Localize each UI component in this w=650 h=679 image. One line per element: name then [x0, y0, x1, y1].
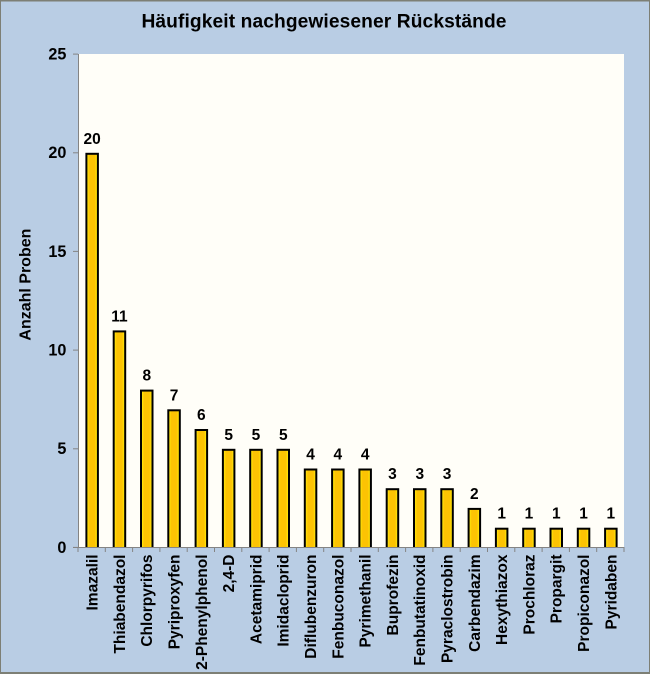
- svg-text:Pyridaben: Pyridaben: [603, 555, 620, 630]
- svg-text:Diflubenzuron: Diflubenzuron: [303, 555, 320, 659]
- svg-text:7: 7: [170, 387, 179, 404]
- svg-text:Pyraclostrobin: Pyraclostrobin: [439, 555, 456, 664]
- svg-text:Carbendazim: Carbendazim: [467, 555, 484, 652]
- svg-text:1: 1: [607, 506, 616, 523]
- svg-text:Propargit: Propargit: [549, 555, 566, 624]
- svg-text:20: 20: [84, 131, 101, 148]
- svg-text:4: 4: [334, 447, 343, 464]
- svg-text:15: 15: [48, 243, 66, 261]
- svg-text:Propiconazol: Propiconazol: [576, 555, 593, 652]
- svg-text:Imidacloprid: Imidacloprid: [276, 555, 293, 647]
- svg-text:4: 4: [361, 447, 370, 464]
- svg-text:Thiabendazol: Thiabendazol: [112, 555, 129, 654]
- svg-text:5: 5: [252, 427, 261, 444]
- svg-text:2,4-D: 2,4-D: [221, 555, 238, 593]
- svg-text:1: 1: [579, 506, 588, 523]
- svg-text:0: 0: [57, 539, 66, 557]
- svg-text:1: 1: [525, 506, 534, 523]
- svg-text:Häufigkeit nachgewiesener Rück: Häufigkeit nachgewiesener Rückstände: [141, 12, 506, 33]
- svg-text:5: 5: [279, 427, 288, 444]
- svg-text:Buprofezin: Buprofezin: [385, 555, 402, 636]
- svg-text:Chlorpyrifos: Chlorpyrifos: [139, 555, 156, 647]
- svg-text:3: 3: [415, 466, 424, 483]
- svg-text:6: 6: [197, 407, 206, 424]
- svg-text:Acetamiprid: Acetamiprid: [248, 555, 265, 645]
- svg-text:11: 11: [111, 308, 128, 325]
- svg-text:5: 5: [57, 440, 66, 458]
- svg-text:3: 3: [443, 466, 452, 483]
- svg-text:Prochloraz: Prochloraz: [521, 554, 538, 634]
- svg-text:10: 10: [48, 342, 66, 360]
- svg-text:2-Phenylphenol: 2-Phenylphenol: [194, 555, 211, 670]
- svg-text:3: 3: [388, 466, 397, 483]
- svg-text:Fenbutatinoxid: Fenbutatinoxid: [412, 555, 429, 666]
- svg-text:1: 1: [552, 506, 561, 523]
- svg-text:25: 25: [48, 46, 66, 64]
- svg-text:4: 4: [306, 447, 315, 464]
- svg-text:Imazalil: Imazalil: [85, 555, 102, 611]
- svg-text:Hexythiazox: Hexythiazox: [494, 554, 511, 645]
- svg-text:Pyriproxyfen: Pyriproxyfen: [166, 555, 183, 650]
- svg-text:5: 5: [224, 427, 233, 444]
- svg-text:Pyrimethanil: Pyrimethanil: [358, 555, 375, 648]
- svg-text:20: 20: [48, 144, 66, 162]
- svg-text:Fenbuconazol: Fenbuconazol: [330, 555, 347, 659]
- svg-text:Anzahl Proben: Anzahl Proben: [17, 229, 34, 341]
- svg-text:2: 2: [470, 486, 479, 503]
- svg-text:1: 1: [497, 506, 506, 523]
- svg-text:8: 8: [142, 368, 151, 385]
